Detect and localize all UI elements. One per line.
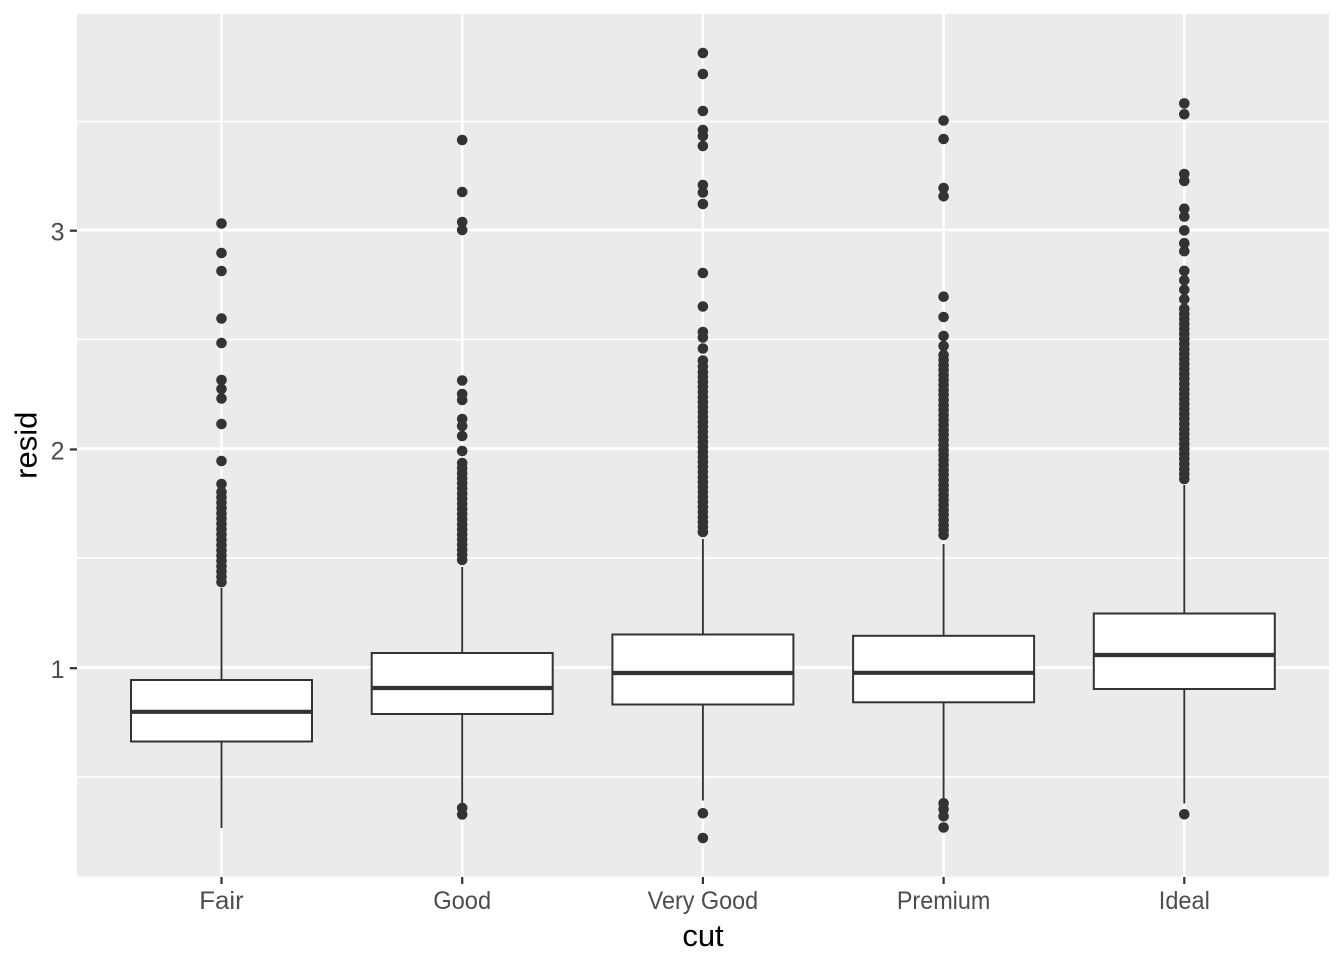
svg-text:2: 2 <box>51 437 65 465</box>
svg-text:1: 1 <box>51 656 65 684</box>
svg-text:Very Good: Very Good <box>648 887 759 915</box>
svg-text:Premium: Premium <box>897 887 991 915</box>
svg-text:Ideal: Ideal <box>1159 887 1210 915</box>
svg-text:resid: resid <box>8 412 43 479</box>
svg-text:3: 3 <box>51 219 65 247</box>
svg-text:Fair: Fair <box>199 887 244 915</box>
svg-text:Good: Good <box>433 887 491 915</box>
svg-text:cut: cut <box>682 918 724 953</box>
